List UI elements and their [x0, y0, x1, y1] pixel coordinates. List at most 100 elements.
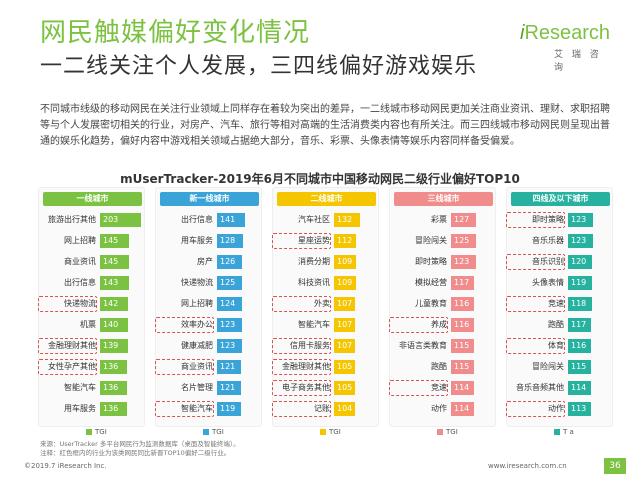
bar-row: 用车服务 136	[39, 399, 146, 419]
bar-label: 即时策略	[532, 215, 564, 224]
bar-row: 机票 140	[39, 315, 146, 335]
bar-row: 出行信息 141	[156, 210, 263, 230]
bar: 116	[451, 318, 474, 332]
bar: 117	[451, 276, 474, 290]
bar-value: 105	[337, 362, 353, 371]
bar: 136	[100, 360, 127, 374]
bar-value: 105	[337, 383, 353, 392]
bar-label: 动作	[548, 404, 564, 413]
bar: 105	[334, 360, 355, 374]
bar: 107	[334, 318, 355, 332]
new-entry-highlight	[272, 338, 331, 354]
bar-value: 143	[103, 278, 119, 287]
bar: 141	[217, 213, 245, 227]
website-link[interactable]: www.iresearch.com.cn	[488, 462, 567, 470]
bar: 203	[100, 213, 141, 227]
panel-header: 二线城市	[277, 192, 376, 206]
bar-label: 旅游出行其他	[48, 215, 96, 224]
bar-row: 女性孕产其他 136	[38, 357, 146, 377]
bar: 107	[334, 297, 355, 311]
bar-row: 快递物流 142	[38, 294, 146, 314]
bar-value: 112	[337, 236, 353, 245]
bar: 123	[217, 339, 242, 353]
bar-value: 109	[337, 278, 353, 287]
bar-row: 音乐乐器 123	[507, 231, 614, 251]
bar-label: 模拟经营	[415, 278, 447, 287]
bar-label: 女性孕产其他	[48, 362, 96, 371]
bar: 116	[568, 339, 591, 353]
bar-label: 智能汽车	[298, 320, 330, 329]
bar: 145	[100, 234, 129, 248]
source-note-line: 来源：UserTracker 多平台网民行为监测数据库（桌面及智能终端）。	[40, 440, 240, 448]
new-entry-highlight	[506, 212, 565, 228]
legend-label: TGI	[212, 428, 224, 436]
bar-value: 104	[337, 404, 353, 413]
bar-row: 星座运势 112	[272, 231, 380, 251]
bar: 116	[451, 297, 474, 311]
bar-label: 音乐乐器	[532, 236, 564, 245]
bar-value: 113	[571, 404, 587, 413]
bar-row: 科技资讯 109	[273, 273, 380, 293]
bar-value: 123	[220, 341, 236, 350]
page-number: 36	[604, 458, 626, 474]
bar: 113	[568, 402, 591, 416]
bar-value: 124	[220, 299, 236, 308]
bar: 145	[100, 255, 129, 269]
bar: 114	[451, 402, 474, 416]
new-entry-highlight	[155, 317, 214, 333]
bar-label: 金融理财其他	[48, 341, 96, 350]
bar-label: 信用卡服务	[290, 341, 330, 350]
legend-label: T a	[563, 428, 574, 436]
bar-row: 彩票 127	[390, 210, 497, 230]
bar-row: 商业资讯 145	[39, 252, 146, 272]
bar: 121	[217, 360, 241, 374]
bar-value: 136	[103, 383, 119, 392]
bar-label: 跑酷	[548, 320, 564, 329]
new-entry-highlight	[155, 359, 214, 375]
bar-row: 信用卡服务 107	[272, 336, 380, 356]
bar-value: 140	[103, 320, 119, 329]
bar-label: 头像表情	[532, 278, 564, 287]
legend-swatch	[320, 429, 326, 435]
bar-row: 旅游出行其他 203	[39, 210, 146, 230]
bar-value: 132	[337, 215, 353, 224]
bar: 123	[217, 318, 242, 332]
bar-row: 出行信息 143	[39, 273, 146, 293]
legend-swatch	[86, 429, 92, 435]
bar-row: 模拟经营 117	[390, 273, 497, 293]
bar: 118	[568, 297, 592, 311]
iresearch-logo: iResearch 艾 瑞 咨 询	[520, 22, 616, 73]
bar-row: 效率办公 123	[155, 315, 263, 335]
bar: 119	[568, 276, 592, 290]
bar: 142	[100, 297, 128, 311]
bar-label: 用车服务	[181, 236, 213, 245]
bar: 143	[100, 276, 129, 290]
bar-value: 121	[220, 383, 236, 392]
bar-label: 网上招聘	[64, 236, 96, 245]
bar: 115	[451, 339, 474, 353]
bar-value: 123	[571, 236, 587, 245]
bar-value: 115	[454, 362, 470, 371]
bar: 123	[451, 255, 476, 269]
new-entry-highlight	[506, 338, 565, 354]
legend: TGI	[320, 428, 341, 436]
logo-cn: 艾 瑞 咨 询	[554, 50, 602, 73]
copyright: ©2019.7 iResearch Inc.	[24, 462, 107, 470]
bar-value: 141	[220, 215, 236, 224]
bar: 132	[334, 213, 360, 227]
bar: 107	[334, 339, 355, 353]
bar-row: 养成 116	[389, 315, 497, 335]
bar: 126	[217, 255, 242, 269]
bar: 124	[217, 297, 242, 311]
bar-row: 外卖 107	[272, 294, 380, 314]
bar: 114	[451, 381, 474, 395]
bar-value: 128	[220, 236, 236, 245]
bar-row: 智能汽车 136	[39, 378, 146, 398]
legend-swatch	[554, 429, 560, 435]
bar-label: 冒险闯关	[415, 236, 447, 245]
bar-label: 外卖	[314, 299, 330, 308]
new-entry-highlight	[272, 233, 331, 249]
bar: 104	[334, 402, 355, 416]
bar-value: 115	[571, 362, 587, 371]
bar-label: 网上招聘	[181, 299, 213, 308]
